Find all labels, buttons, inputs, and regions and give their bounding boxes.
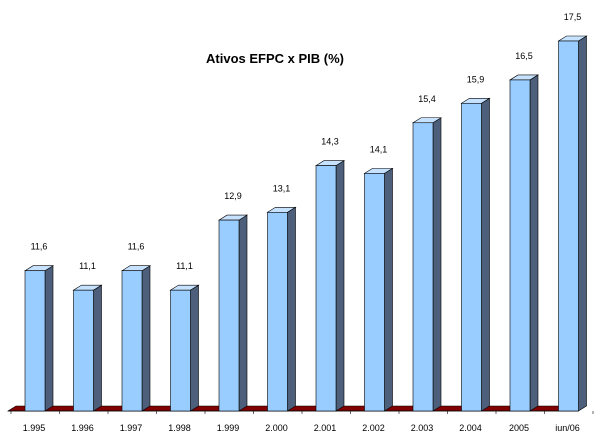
- data-label: 15,9: [467, 74, 485, 84]
- bar: [169, 284, 200, 412]
- x-tick-label: 2.002: [362, 423, 385, 431]
- data-labels: 11,6 11,1 11,6 11,1 12,9 13,1 14,3 14,1 15,4 15,9…: [31, 12, 582, 271]
- bar-front-face: [24, 270, 46, 412]
- x-tick-label: 2.004: [459, 423, 482, 431]
- bar: [508, 74, 540, 412]
- bar: [363, 167, 394, 412]
- bar-front-face: [461, 102, 482, 412]
- bar: [266, 206, 297, 412]
- x-tick-label: 1.996: [71, 423, 94, 431]
- bar-front-face: [315, 165, 337, 412]
- bar: [557, 35, 588, 412]
- x-tick-label: 1.995: [23, 423, 46, 431]
- bar-side-face: [93, 284, 102, 412]
- bar-front-face: [509, 79, 531, 412]
- bar: [217, 214, 249, 412]
- bar: [460, 97, 491, 412]
- bar-side-face: [238, 214, 248, 412]
- x-tick-labels: 1.995 1.996 1.997 1.998 1.999 2.000 2.001 2.002…: [10, 411, 594, 431]
- bar-side-face: [481, 97, 490, 412]
- data-label: 14,3: [321, 137, 339, 147]
- bar-side-face: [529, 74, 539, 412]
- bars: [23, 35, 588, 412]
- data-label: 11,1: [79, 261, 96, 271]
- bar-front-face: [412, 122, 434, 412]
- bar-front-face: [218, 219, 240, 412]
- data-label: 11,6: [128, 242, 145, 252]
- bar-front-face: [121, 270, 143, 412]
- bar: [120, 265, 152, 412]
- x-tick-label: 2005: [509, 423, 529, 431]
- bar-front-face: [170, 289, 191, 412]
- x-tick-label: 1.997: [120, 423, 143, 431]
- bar-front-face: [364, 173, 385, 412]
- x-tick-label: 1.998: [168, 423, 191, 431]
- bar: [411, 117, 443, 412]
- data-label: 14,1: [370, 144, 388, 154]
- bar-front-face: [558, 40, 579, 412]
- bar-side-face: [287, 206, 296, 412]
- x-tick-label: jun/06: [554, 423, 580, 431]
- bar-side-face: [578, 35, 587, 412]
- x-tick-label: 2.000: [265, 423, 288, 431]
- data-label: 12,9: [224, 191, 242, 201]
- bar: [23, 265, 55, 412]
- bar-side-face: [141, 265, 151, 412]
- bar-side-face: [432, 117, 442, 412]
- bar: [72, 284, 103, 412]
- data-label: 15,4: [418, 94, 436, 104]
- bar-side-face: [384, 167, 393, 412]
- data-label: 11,6: [31, 242, 48, 252]
- x-tick-label: 2.001: [314, 423, 337, 431]
- bar: [314, 160, 346, 412]
- x-tick-label: 1.999: [217, 423, 240, 431]
- data-label: 17,5: [564, 12, 582, 22]
- bar-side-face: [335, 160, 345, 412]
- bar-side-face: [44, 265, 54, 412]
- bar-front-face: [73, 289, 94, 412]
- data-label: 11,1: [176, 261, 193, 271]
- bar-front-face: [267, 212, 288, 412]
- bar-side-face: [190, 284, 199, 412]
- data-label: 13,1: [273, 183, 291, 193]
- data-label: 16,5: [515, 51, 533, 61]
- x-tick-label: 2.003: [411, 423, 434, 431]
- chart-title: Ativos EFPC x PIB (%): [206, 51, 344, 66]
